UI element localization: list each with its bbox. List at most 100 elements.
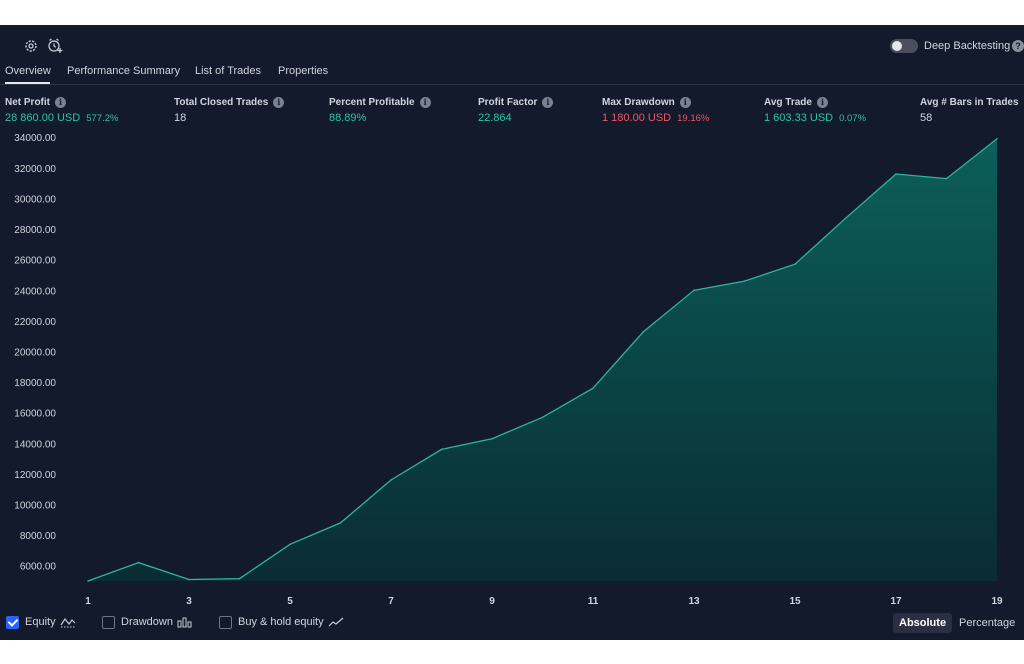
y-tick-label: 14000.00: [14, 439, 56, 450]
settings-icon[interactable]: [22, 37, 40, 55]
equity-point: [440, 448, 443, 451]
y-axis: 6000.00 8000.00 10000.00 12000.00 14000.00 16…: [14, 133, 56, 572]
drawdown-bars-icon: [177, 615, 193, 633]
stat-title: Net Profit: [5, 97, 50, 108]
info-icon[interactable]: i: [679, 97, 691, 108]
y-tick-label: 26000.00: [14, 256, 56, 267]
info-icon[interactable]: i: [419, 97, 431, 108]
info-icon[interactable]: i: [55, 97, 66, 108]
chart-footer: Equity Drawdown Buy & hold equity Absolu…: [0, 613, 1024, 640]
equity-point: [996, 138, 998, 140]
equity-point: [592, 387, 594, 390]
x-tick-label: 19: [991, 596, 1003, 607]
x-axis: 1 3 5 7 9 11 13 15 17 19: [85, 596, 1003, 607]
stat-value: 1 180.00 USD: [602, 112, 672, 124]
stat-value: 1 603.33 USD: [764, 112, 834, 124]
stat-avg-trade: Avg Trade i 1 603.33 USD 0.07%: [764, 97, 866, 124]
deep-backtesting-label: Deep Backtesting: [924, 40, 1011, 52]
absolute-button[interactable]: Absolute: [893, 613, 953, 633]
stat-title: Total Closed Trades: [174, 97, 269, 108]
stat-percent: 19.16%: [677, 113, 710, 124]
active-tab-indicator: [5, 82, 50, 84]
info-icon[interactable]: i: [816, 97, 828, 108]
x-tick-label: 15: [789, 596, 801, 607]
x-tick-label: 7: [388, 596, 394, 607]
equity-point: [642, 330, 645, 333]
percentage-button[interactable]: Percentage: [959, 617, 1016, 629]
x-tick-label: 9: [489, 596, 495, 607]
equity-point: [491, 437, 493, 440]
equity-point: [289, 543, 291, 546]
info-icon[interactable]: i: [273, 97, 285, 108]
stat-percent: 0.07%: [839, 113, 867, 124]
equity-chart-svg: 6000.00 8000.00 10000.00 12000.00 14000.00 16…: [14, 133, 1003, 607]
drawdown-label: Drawdown: [121, 616, 173, 628]
equity-area: [88, 138, 997, 582]
y-tick-label: 30000.00: [14, 194, 56, 205]
tab-bar: Overview Performance Summary List of Tra…: [0, 63, 1024, 85]
deep-backtesting-toggle[interactable]: [890, 39, 918, 53]
y-tick-label: 32000.00: [14, 164, 56, 175]
tab-overview[interactable]: Overview: [5, 65, 51, 77]
tab-properties[interactable]: Properties: [278, 65, 329, 77]
y-tick-label: 10000.00: [14, 500, 56, 511]
equity-point: [541, 416, 544, 419]
x-tick-label: 5: [287, 596, 293, 607]
y-tick-label: 8000.00: [20, 531, 57, 542]
equity-point: [87, 580, 89, 582]
buy-hold-checkbox[interactable]: [219, 616, 232, 629]
y-tick-label: 22000.00: [14, 317, 56, 328]
equity-point: [238, 577, 241, 580]
x-tick-label: 1: [85, 596, 91, 607]
x-tick-label: 3: [186, 596, 192, 607]
equity-point: [945, 177, 948, 180]
y-tick-label: 24000.00: [14, 286, 56, 297]
strategy-tester-panel: Deep Backtesting ? Overview Performance …: [0, 25, 1024, 640]
stat-value: 22.864: [478, 112, 512, 124]
stat-title: Avg # Bars in Trades: [920, 97, 1019, 108]
buy-hold-label: Buy & hold equity: [238, 616, 324, 628]
drawdown-checkbox[interactable]: [102, 616, 115, 629]
stat-value: 28 860.00 USD: [5, 112, 81, 124]
y-tick-label: 34000.00: [14, 133, 56, 144]
equity-point: [390, 479, 392, 481]
equity-checkbox[interactable]: [6, 616, 19, 629]
stat-title: Avg Trade: [764, 97, 812, 108]
stat-percent-profitable: Percent Profitable i 88.89%: [329, 97, 431, 124]
info-icon[interactable]: i: [542, 97, 554, 108]
equity-point: [188, 578, 190, 581]
alarm-add-icon[interactable]: [46, 37, 64, 55]
y-tick-label: 18000.00: [14, 378, 56, 389]
equity-point: [339, 522, 342, 524]
tab-list-of-trades[interactable]: List of Trades: [195, 65, 262, 77]
stat-title: Percent Profitable: [329, 97, 415, 108]
y-tick-label: 6000.00: [20, 562, 57, 573]
equity-label: Equity: [25, 616, 56, 628]
equity-chart[interactable]: 6000.00 8000.00 10000.00 12000.00 14000.00 16…: [0, 125, 1024, 615]
stat-title: Profit Factor: [478, 97, 538, 108]
tab-performance-summary[interactable]: Performance Summary: [67, 65, 181, 77]
stat-net-profit: Net Profit i 28 860.00 USD 577.2%: [5, 97, 118, 124]
stat-profit-factor: Profit Factor i 22.864: [478, 97, 554, 124]
toggle-knob: [892, 41, 902, 51]
stat-value: 18: [174, 112, 187, 124]
equity-series: [87, 138, 998, 582]
buy-hold-line-icon: [328, 615, 344, 633]
equity-point: [743, 280, 746, 282]
toolbar: Deep Backtesting ?: [0, 25, 1024, 63]
x-tick-label: 17: [890, 596, 902, 607]
stat-value: 58: [920, 112, 933, 124]
y-tick-label: 20000.00: [14, 347, 56, 358]
equity-line-icon: [60, 615, 76, 633]
equity-point: [895, 173, 897, 175]
stat-title: Max Drawdown: [602, 97, 675, 108]
x-tick-label: 11: [588, 596, 599, 607]
stat-percent: 577.2%: [86, 113, 119, 124]
tabs-divider: [0, 84, 1024, 85]
equity-point: [693, 289, 695, 292]
y-tick-label: 12000.00: [14, 470, 56, 481]
y-tick-label: 16000.00: [14, 409, 56, 420]
help-icon[interactable]: ?: [1012, 40, 1024, 52]
y-tick-label: 28000.00: [14, 225, 56, 236]
